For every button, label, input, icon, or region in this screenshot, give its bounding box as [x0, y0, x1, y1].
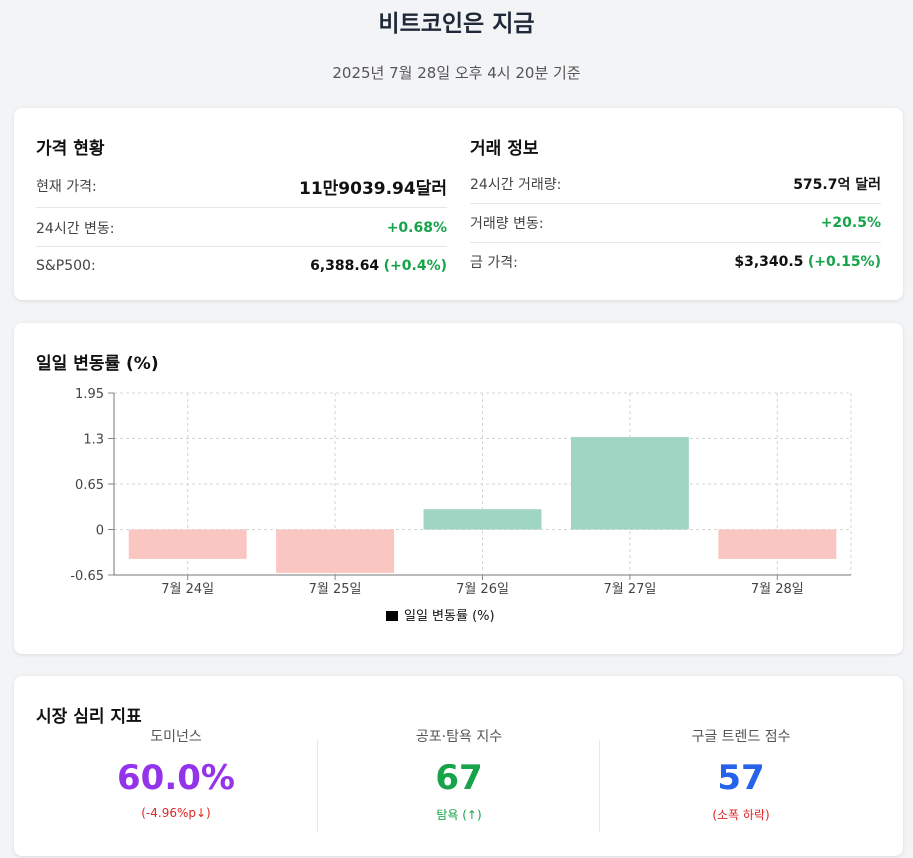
sentiment-title: 시장 심리 지표 — [36, 707, 142, 727]
sentiment-card: 시장 심리 지표 도미넌스 60.0% (-4.96%p↓) 공포·탐욕 지수 … — [14, 676, 903, 856]
gold-row: 금 가격: $3,340.5 (+0.15%) — [470, 250, 881, 274]
fear-greed-metric: 공포·탐욕 지수 67 탐욕 (↑) — [318, 726, 600, 823]
page-subtitle: 2025년 7월 28일 오후 4시 20분 기준 — [332, 64, 581, 82]
legend-label: 일일 변동률 (%) — [404, 609, 495, 624]
volume-row: 24시간 거래량: 575.7억 달러 — [470, 172, 881, 196]
divider — [470, 242, 881, 243]
volume-change-value: +20.5% — [820, 215, 881, 231]
volume-value: 575.7억 달러 — [793, 177, 881, 193]
sp500-change: (+0.4%) — [383, 258, 447, 274]
page-title: 비트코인은 지금 — [378, 11, 535, 37]
gold-change: (+0.15%) — [807, 254, 881, 270]
current-price-label: 현재 가격: — [36, 179, 97, 195]
dominance-change: (-4.96%p↓) — [141, 806, 211, 820]
price-status-title: 가격 현황 — [36, 139, 105, 159]
info-card: 가격 현황 현재 가격: 11만9039.94달러 24시간 변동: +0.68… — [14, 108, 903, 300]
y-tick-label: 1.95 — [75, 387, 104, 402]
gold-label: 금 가격: — [470, 255, 518, 271]
current-price-value: 11만9039.94달러 — [298, 178, 447, 199]
divider — [470, 203, 881, 204]
bar — [570, 437, 689, 530]
gold-value: $3,340.5 — [734, 254, 804, 270]
x-tick-label: 7월 25일 — [309, 582, 362, 597]
bar — [276, 529, 395, 573]
trade-info-title: 거래 정보 — [470, 139, 539, 159]
bar — [718, 529, 837, 559]
volume-change-label: 거래량 변동: — [470, 216, 544, 232]
sp500-label: S&P500: — [36, 258, 96, 274]
bar — [423, 509, 542, 530]
dominance-label: 도미넌스 — [150, 729, 202, 745]
y-tick-label: -0.65 — [70, 569, 104, 584]
fear-greed-status: 탐욕 (↑) — [436, 808, 482, 822]
x-tick-label: 7월 28일 — [751, 582, 804, 597]
metric-separator — [599, 740, 600, 832]
fear-greed-value: 67 — [435, 758, 483, 798]
metric-separator — [317, 740, 318, 832]
divider — [36, 246, 447, 247]
daily-change-chart: 1.95 1.3 0.65 0 -0.65 7월 24일 7월 25일 7월 26일 7월 27… — [70, 387, 852, 624]
change-24h-label: 24시간 변동: — [36, 221, 115, 237]
divider — [36, 207, 447, 208]
y-tick-label: 0.65 — [75, 478, 104, 493]
current-price-row: 현재 가격: 11만9039.94달러 — [36, 174, 447, 199]
google-trends-status: (소폭 하락) — [712, 808, 770, 822]
x-tick-label: 7월 27일 — [603, 582, 656, 597]
dominance-value: 60.0% — [117, 758, 235, 798]
chart-card: 일일 변동률 (%) 1.95 1.3 0.65 0 -0.65 7월 24일 7월 25일… — [14, 323, 903, 654]
volume-change-row: 거래량 변동: +20.5% — [470, 211, 881, 235]
change-24h-value: +0.68% — [386, 220, 447, 236]
sp500-value: 6,388.64 — [310, 258, 380, 274]
google-trends-metric: 구글 트렌드 점수 57 (소폭 하락) — [600, 726, 882, 823]
change-24h-row: 24시간 변동: +0.68% — [36, 216, 447, 240]
google-trends-value: 57 — [717, 758, 765, 798]
volume-label: 24시간 거래량: — [470, 177, 562, 193]
bar — [128, 529, 247, 559]
dominance-metric: 도미넌스 60.0% (-4.96%p↓) — [35, 726, 317, 820]
x-tick-label: 7월 26일 — [456, 582, 509, 597]
fear-greed-label: 공포·탐욕 지수 — [415, 729, 503, 745]
y-tick-label: 0 — [96, 524, 104, 539]
legend-swatch — [386, 611, 398, 621]
sp500-row: S&P500: 6,388.64 (+0.4%) — [36, 254, 447, 278]
google-trends-label: 구글 트렌드 점수 — [691, 729, 791, 745]
y-tick-label: 1.3 — [83, 433, 104, 448]
daily-change-title: 일일 변동률 (%) — [36, 354, 159, 374]
x-tick-label: 7월 24일 — [161, 582, 214, 597]
